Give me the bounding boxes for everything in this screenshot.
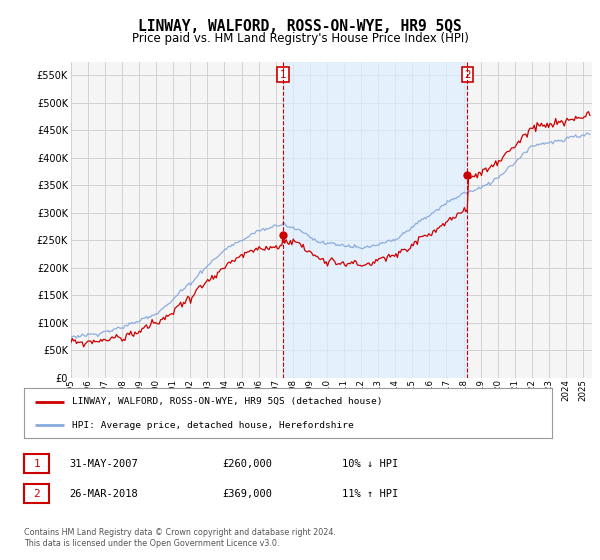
Text: Contains HM Land Registry data © Crown copyright and database right 2024.
This d: Contains HM Land Registry data © Crown c… xyxy=(24,528,336,548)
Text: HPI: Average price, detached house, Herefordshire: HPI: Average price, detached house, Here… xyxy=(71,421,353,430)
Text: 26-MAR-2018: 26-MAR-2018 xyxy=(69,489,138,499)
Text: 31-MAY-2007: 31-MAY-2007 xyxy=(69,459,138,469)
Bar xyxy=(283,62,467,378)
Text: 1: 1 xyxy=(280,69,286,80)
Text: £369,000: £369,000 xyxy=(222,489,272,499)
Text: LINWAY, WALFORD, ROSS-ON-WYE, HR9 5QS (detached house): LINWAY, WALFORD, ROSS-ON-WYE, HR9 5QS (d… xyxy=(71,397,382,406)
Text: Price paid vs. HM Land Registry's House Price Index (HPI): Price paid vs. HM Land Registry's House … xyxy=(131,32,469,45)
Text: 11% ↑ HPI: 11% ↑ HPI xyxy=(342,489,398,499)
Text: £260,000: £260,000 xyxy=(222,459,272,469)
Text: 2: 2 xyxy=(464,69,471,80)
Text: 2: 2 xyxy=(33,489,40,499)
Text: 10% ↓ HPI: 10% ↓ HPI xyxy=(342,459,398,469)
Text: LINWAY, WALFORD, ROSS-ON-WYE, HR9 5QS: LINWAY, WALFORD, ROSS-ON-WYE, HR9 5QS xyxy=(138,19,462,34)
Text: 1: 1 xyxy=(33,459,40,469)
